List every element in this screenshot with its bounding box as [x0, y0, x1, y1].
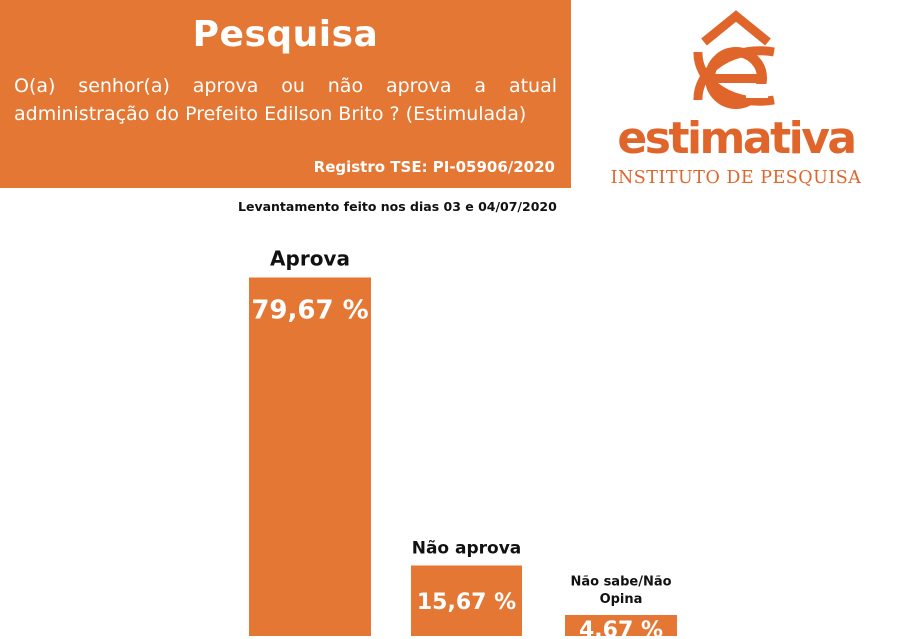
logo-subtitle: INSTITUTO DE PESQUISA: [610, 168, 862, 188]
estimativa-logo: estimativa INSTITUTO DE PESQUISA: [586, 8, 886, 194]
tse-registration: Registro TSE: PI-05906/2020: [313, 158, 555, 176]
survey-dates: Levantamento feito nos dias 03 e 04/07/2…: [238, 199, 557, 214]
category-label: Não aprova: [412, 538, 522, 558]
category-label: Aprova: [270, 246, 350, 270]
survey-question: O(a) senhor(a) aprova ou não aprova a at…: [14, 75, 557, 125]
bar-1: [411, 565, 522, 636]
page-title: Pesquisa: [192, 14, 379, 55]
bar-2: [565, 614, 677, 636]
bar-value-label: 4,67 %: [579, 618, 663, 639]
header-panel: Pesquisa O(a) senhor(a) aprova ou não ap…: [0, 0, 571, 188]
logo-e-circumflex-icon: [693, 10, 775, 109]
bar-value-label: 15,67 %: [417, 590, 516, 615]
bar-0: [249, 277, 371, 636]
logo-wordmark: estimativa: [617, 113, 857, 164]
bar-value-label: 79,67 %: [251, 296, 368, 326]
category-label: Não sabe/Não Opina: [570, 574, 671, 607]
